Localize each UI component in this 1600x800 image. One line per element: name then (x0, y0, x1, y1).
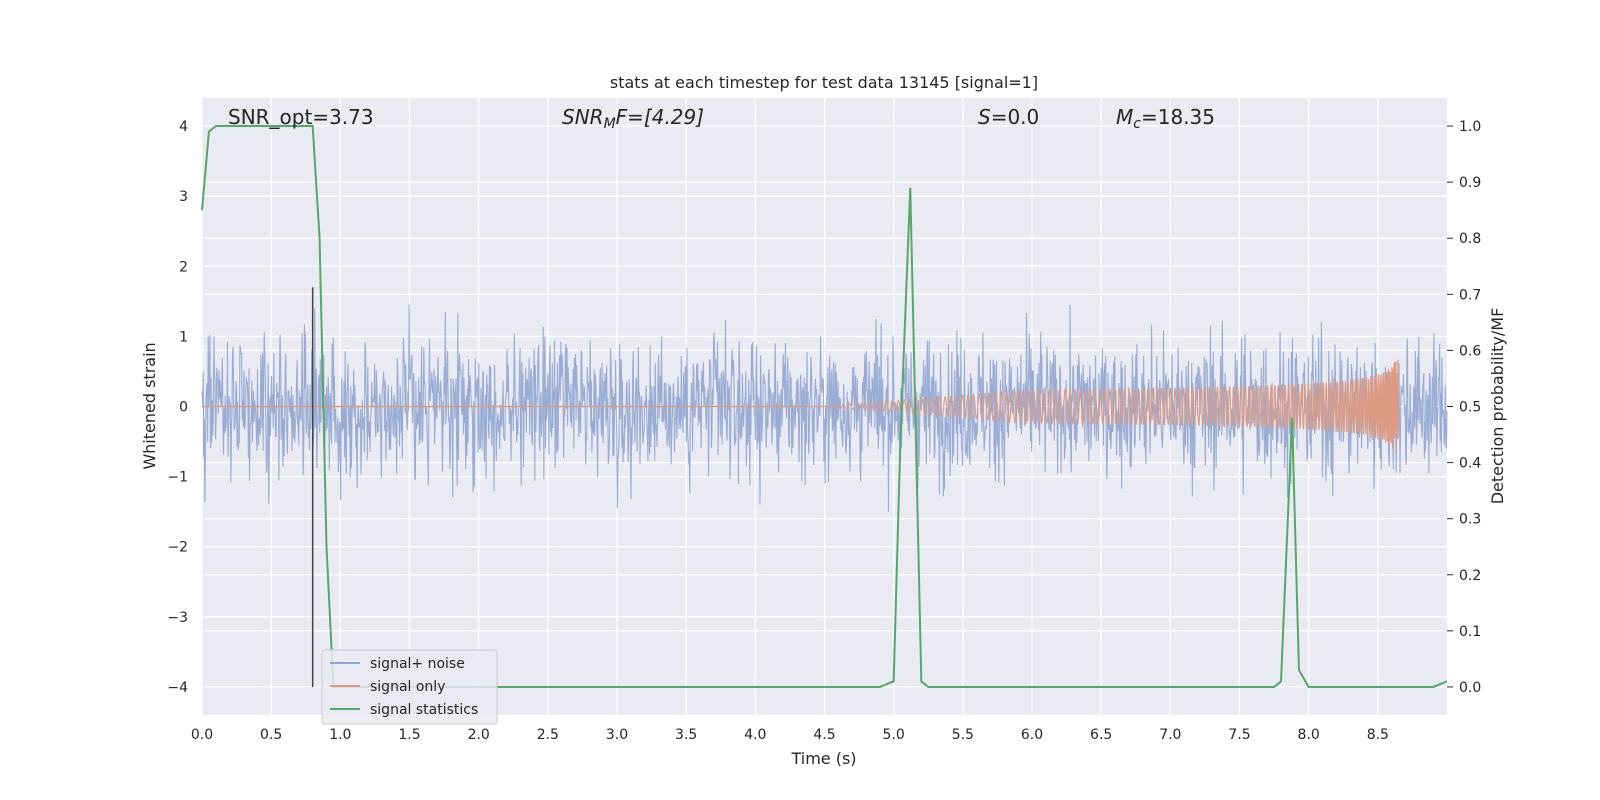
legend-label-signal-only: signal only (370, 679, 445, 695)
annotation-snr-opt: SNR_opt=3.73 (228, 105, 374, 129)
legend-box (321, 649, 498, 725)
x-axis-ticks: 0.0 0.5 1.0 1.5 2.0 2.5 3.0 3.5 4.0 4.5 5.0 5.5 6.0 6… (191, 727, 1389, 743)
x-tick-label: 2.5 (537, 727, 559, 743)
y2-tick-label: 0.4 (1459, 456, 1481, 472)
x-tick-label: 0.0 (191, 727, 213, 743)
series-signal-statistics (201, 125, 1448, 688)
x-tick-label: 2.0 (468, 727, 490, 743)
y-axis-ticks: 4 3 2 1 0 −1 −2 −3 −4 (167, 119, 188, 696)
x-tick-label: 8.5 (1367, 727, 1389, 743)
y2-tick-label: 0.2 (1459, 568, 1481, 584)
y-axis-label: Whitened strain (140, 342, 159, 469)
x-tick-label: 6.0 (1021, 727, 1043, 743)
y-tick-label: −3 (167, 610, 188, 626)
x-tick-label: 3.5 (675, 727, 697, 743)
y2-axis-ticks: 1.0 0.9 0.8 0.7 0.6 0.5 0.4 0.3 0.2 0.1 0.0 (1447, 119, 1481, 696)
x-tick-label: 4.0 (744, 727, 766, 743)
y-tick-label: 0 (179, 400, 188, 416)
legend-label-signal-noise: signal+ noise (370, 656, 465, 672)
y2-tick-label: 0.3 (1459, 512, 1481, 528)
y2-axis-label: Detection probability/MF (1488, 308, 1507, 505)
annotation-s-prefix: S (978, 105, 991, 129)
y2-tick-label: 0.8 (1459, 231, 1481, 247)
x-tick-label: 1.5 (398, 727, 420, 743)
annotation-mc-suffix: =18.35 (1141, 105, 1215, 129)
annotation-snr-mf-prefix: SNR (562, 105, 604, 129)
y-tick-label: 3 (179, 189, 188, 205)
x-tick-label: 5.0 (883, 727, 905, 743)
annotation-snr-mf-sub: M (604, 116, 616, 132)
annotation-s-suffix: =0.0 (991, 105, 1040, 129)
annotation-snr-mf: SNRMF=[4.29] (562, 105, 704, 132)
x-tick-label: 6.5 (1090, 727, 1112, 743)
chart-title: stats at each timestep for test data 131… (610, 73, 1038, 92)
y-tick-label: 4 (179, 119, 188, 135)
x-tick-label: 7.5 (1228, 727, 1250, 743)
x-tick-label: 0.5 (260, 727, 282, 743)
y2-tick-label: 0.5 (1459, 400, 1481, 416)
y2-tick-label: 0.7 (1459, 287, 1481, 303)
annotation-snr-mf-suffix: F=[4.29] (616, 105, 704, 129)
x-tick-label: 5.5 (952, 727, 974, 743)
x-axis-label: Time (s) (790, 749, 856, 768)
legend: signal+ noise signal only signal statist… (321, 649, 498, 725)
x-tick-label: 1.0 (329, 727, 351, 743)
y-tick-label: 1 (179, 329, 188, 345)
y2-tick-label: 0.1 (1459, 624, 1481, 640)
y-tick-label: −4 (167, 680, 188, 696)
y2-tick-label: 1.0 (1459, 119, 1481, 135)
legend-label-signal-statistics: signal statistics (370, 702, 478, 718)
chirp-trace (824, 359, 1400, 453)
x-tick-label: 8.0 (1298, 727, 1320, 743)
annotation-mc-sub: c (1133, 116, 1141, 132)
annotation-mc-prefix: M (1116, 105, 1133, 129)
x-tick-label: 7.0 (1159, 727, 1181, 743)
annotation-s: S=0.0 (978, 105, 1039, 129)
y-tick-label: 2 (179, 259, 188, 275)
y2-tick-label: 0.6 (1459, 343, 1481, 359)
y2-tick-label: 0.0 (1459, 680, 1481, 696)
x-tick-label: 3.0 (606, 727, 628, 743)
x-tick-label: 4.5 (813, 727, 835, 743)
series-signal-only (202, 359, 1400, 453)
y-tick-label: −2 (167, 540, 188, 556)
y-tick-label: −1 (167, 470, 188, 486)
y2-tick-label: 0.9 (1459, 175, 1481, 191)
annotation-mc: Mc=18.35 (1116, 105, 1215, 132)
